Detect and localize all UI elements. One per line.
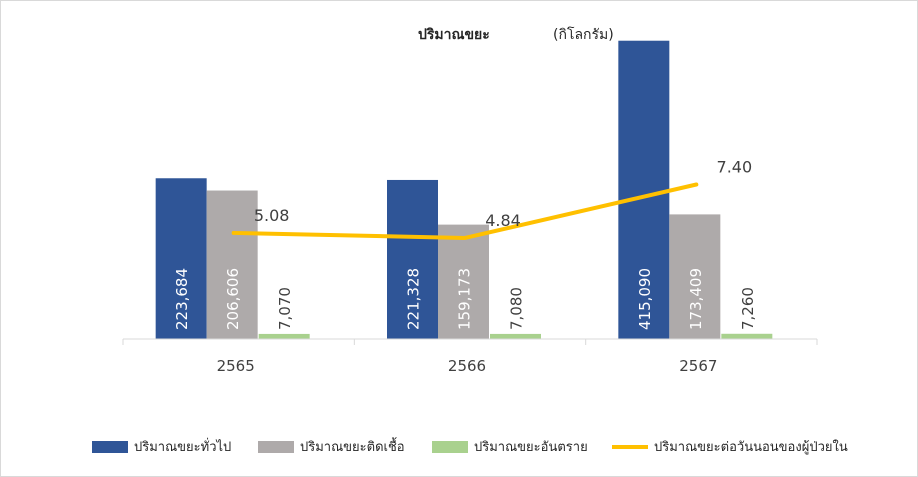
legend-swatch-hazardous-waste (432, 440, 468, 453)
bar-label-s0-c0: 223,684 (173, 268, 191, 330)
bar-s1-c1 (438, 224, 489, 339)
line-series-waste-per-bed-day (231, 182, 699, 240)
bar-s2-c1 (490, 333, 541, 339)
legend-swatch-general-waste (92, 440, 128, 453)
chart-legend: ปริมาณขยะทั่วไป ปริมาณขยะติดเชื้อ ปริมาณ… (0, 436, 918, 456)
legend-item-infectious-waste: ปริมาณขยะติดเชื้อ (258, 436, 405, 457)
bar-label-s2-c1: 7,080 (508, 287, 526, 330)
legend-swatch-infectious-waste (258, 440, 294, 453)
x-tick-label-0: 2565 (217, 357, 255, 375)
bar-label-s1-c2: 173,409 (687, 268, 705, 330)
chart-title: ปริมาณขยะ (418, 27, 490, 43)
bar-s2-c2 (721, 333, 773, 339)
bar-s0-c1 (387, 179, 438, 339)
legend-item-waste-per-bed-day: ปริมาณขยะต่อวันนอนของผู้ป่วยใน (612, 436, 848, 457)
bar-s0-c2 (618, 40, 670, 340)
bar-label-s1-c0: 206,606 (224, 268, 242, 330)
legend-label-waste-per-bed-day: ปริมาณขยะต่อวันนอนของผู้ป่วยใน (654, 440, 848, 455)
legend-item-hazardous-waste: ปริมาณขยะอันตราย (432, 436, 588, 457)
line-label-1: 4.84 (485, 211, 521, 230)
x-tick-label-1: 2566 (448, 357, 486, 375)
legend-label-hazardous-waste: ปริมาณขยะอันตราย (474, 440, 588, 455)
bar-label-s2-c2: 7,260 (739, 287, 757, 330)
bar-label-s1-c1: 159,173 (456, 268, 474, 330)
line-label-2: 7.40 (717, 158, 753, 177)
chart-unit-label: (กิโลกรัม) (553, 27, 614, 43)
legend-label-general-waste: ปริมาณขยะทั่วไป (134, 440, 232, 455)
bar-s2-c0 (258, 333, 310, 339)
line-label-0: 5.08 (254, 206, 290, 225)
legend-label-infectious-waste: ปริมาณขยะติดเชื้อ (300, 440, 405, 455)
bar-label-s0-c1: 221,328 (405, 268, 423, 330)
bar-s1-c0 (206, 190, 258, 339)
bar-s0-c0 (155, 178, 207, 339)
bar-label-s0-c2: 415,090 (636, 268, 654, 330)
bar-label-s2-c0: 7,070 (276, 287, 294, 330)
legend-line-waste-per-bed-day (612, 444, 648, 449)
bar-s1-c2 (669, 214, 721, 339)
legend-item-general-waste: ปริมาณขยะทั่วไป (92, 436, 231, 457)
x-tick-label-2: 2567 (679, 357, 717, 375)
